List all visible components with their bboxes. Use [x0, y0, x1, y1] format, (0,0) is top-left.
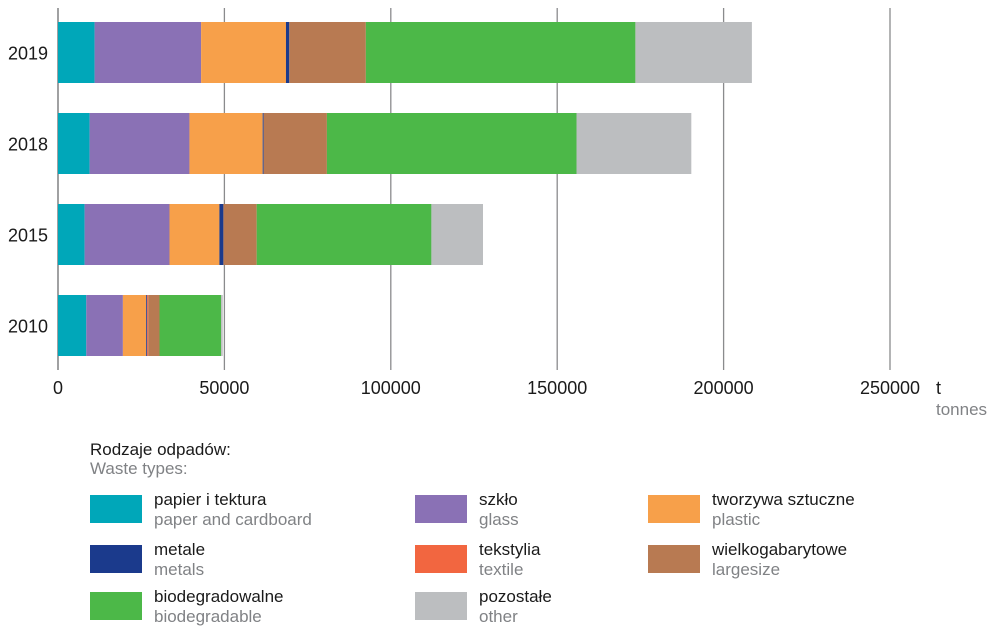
bar-segment-2018 — [58, 113, 90, 174]
legend-swatch — [90, 545, 142, 573]
bar-segment-2015 — [169, 204, 220, 265]
legend-swatch — [648, 495, 700, 523]
legend-sublabel: paper and cardboard — [154, 510, 312, 529]
x-tick-label: 100000 — [361, 378, 421, 398]
legend-label: pozostałe — [479, 587, 552, 606]
y-tick-label: 2019 — [8, 44, 48, 64]
y-tick-label: 2015 — [8, 226, 48, 246]
legend-swatch — [415, 495, 467, 523]
legend-label: wielkogabarytowe — [712, 540, 848, 559]
bar-segment-2010 — [146, 295, 148, 356]
legend-sublabel: other — [479, 607, 518, 626]
bars — [58, 22, 752, 356]
stacked-bar-chart: 2019 2018 2015 2010 0 50000 100000 150000 20000… — [8, 8, 987, 419]
bar-segment-2018 — [262, 113, 264, 174]
bar-segment-2019 — [58, 22, 95, 83]
bar-segment-2015 — [84, 204, 170, 265]
bar-segment-2010 — [86, 295, 123, 356]
legend: Rodzaje odpadów: Waste types: papier i t… — [90, 440, 855, 626]
y-tick-label: 2010 — [8, 317, 48, 337]
legend-label: metale — [154, 540, 206, 559]
x-axis-labels: 0 50000 100000 150000 200000 250000 — [53, 378, 920, 398]
bar-segment-2015 — [58, 204, 85, 265]
bar-segment-2019 — [285, 22, 290, 83]
bar-segment-2018 — [326, 113, 577, 174]
legend-swatch — [90, 592, 142, 620]
x-tick-label: 0 — [53, 378, 63, 398]
y-axis-labels: 2019 2018 2015 2010 — [8, 44, 48, 337]
legend-swatch — [415, 545, 467, 573]
bar-segment-2010 — [159, 295, 222, 356]
y-tick-label: 2018 — [8, 135, 48, 155]
legend-sublabel: largesize — [712, 560, 781, 579]
bar-segment-2010 — [147, 295, 149, 356]
legend-swatch — [648, 545, 700, 573]
bar-segment-2018 — [576, 113, 692, 174]
x-tick-label: 150000 — [527, 378, 587, 398]
bar-segment-2018 — [263, 113, 327, 174]
bar-segment-2019 — [289, 22, 366, 83]
x-tick-label: 200000 — [694, 378, 754, 398]
legend-label: tworzywa sztuczne — [712, 490, 855, 509]
legend-subtitle: Waste types: — [90, 459, 188, 478]
bar-segment-2010 — [221, 295, 223, 356]
bar-segment-2010 — [122, 295, 147, 356]
legend-swatch — [90, 495, 142, 523]
bar-segment-2018 — [189, 113, 263, 174]
bar-segment-2019 — [365, 22, 636, 83]
legend-label: tekstylia — [479, 540, 541, 559]
legend-title: Rodzaje odpadów: — [90, 440, 231, 459]
legend-label: papier i tektura — [154, 490, 267, 509]
legend-label: szkło — [479, 490, 518, 509]
x-axis-unit-english: tonnes — [936, 400, 987, 419]
bar-segment-2019 — [201, 22, 286, 83]
legend-sublabel: textile — [479, 560, 524, 579]
bar-segment-2010 — [148, 295, 160, 356]
legend-sublabel: plastic — [712, 510, 761, 529]
bar-segment-2019 — [635, 22, 752, 83]
legend-sublabel: metals — [154, 560, 205, 579]
bar-segment-2015 — [431, 204, 483, 265]
legend-label: biodegradowalne — [154, 587, 284, 606]
bar-segment-2019 — [94, 22, 202, 83]
x-tick-label: 250000 — [860, 378, 920, 398]
bar-segment-2015 — [256, 204, 432, 265]
bar-segment-2018 — [89, 113, 190, 174]
legend-swatch — [415, 592, 467, 620]
bar-segment-2015 — [219, 204, 224, 265]
x-tick-label: 50000 — [199, 378, 249, 398]
bar-segment-2015 — [223, 204, 257, 265]
x-axis-unit: t — [936, 378, 941, 398]
bar-segment-2010 — [58, 295, 87, 356]
legend-sublabel: glass — [479, 510, 519, 529]
legend-sublabel: biodegradable — [154, 607, 262, 626]
